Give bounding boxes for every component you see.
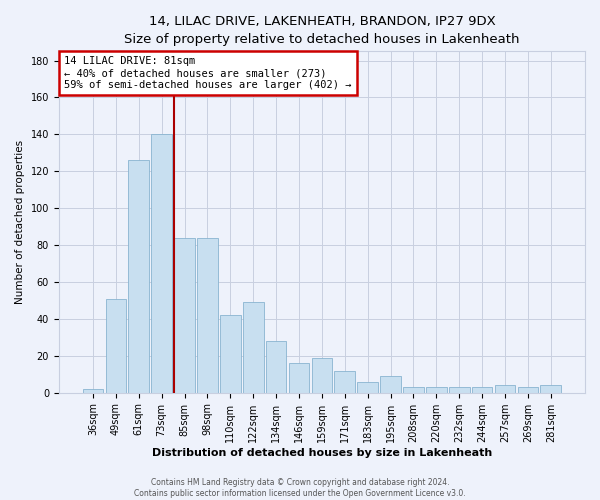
- Text: 14 LILAC DRIVE: 81sqm
← 40% of detached houses are smaller (273)
59% of semi-det: 14 LILAC DRIVE: 81sqm ← 40% of detached …: [64, 56, 352, 90]
- Bar: [266, 341, 286, 392]
- Bar: [426, 387, 446, 392]
- Bar: [243, 302, 263, 392]
- Bar: [289, 363, 309, 392]
- Bar: [541, 386, 561, 392]
- Bar: [495, 386, 515, 392]
- Bar: [106, 298, 126, 392]
- Bar: [128, 160, 149, 392]
- Bar: [449, 387, 470, 392]
- Bar: [334, 370, 355, 392]
- Bar: [358, 382, 378, 392]
- Bar: [380, 376, 401, 392]
- Bar: [403, 387, 424, 392]
- X-axis label: Distribution of detached houses by size in Lakenheath: Distribution of detached houses by size …: [152, 448, 492, 458]
- Bar: [151, 134, 172, 392]
- Y-axis label: Number of detached properties: Number of detached properties: [15, 140, 25, 304]
- Bar: [174, 238, 195, 392]
- Bar: [311, 358, 332, 392]
- Text: Contains HM Land Registry data © Crown copyright and database right 2024.
Contai: Contains HM Land Registry data © Crown c…: [134, 478, 466, 498]
- Bar: [472, 387, 493, 392]
- Bar: [83, 389, 103, 392]
- Bar: [197, 238, 218, 392]
- Bar: [518, 387, 538, 392]
- Bar: [220, 315, 241, 392]
- Title: 14, LILAC DRIVE, LAKENHEATH, BRANDON, IP27 9DX
Size of property relative to deta: 14, LILAC DRIVE, LAKENHEATH, BRANDON, IP…: [124, 15, 520, 46]
